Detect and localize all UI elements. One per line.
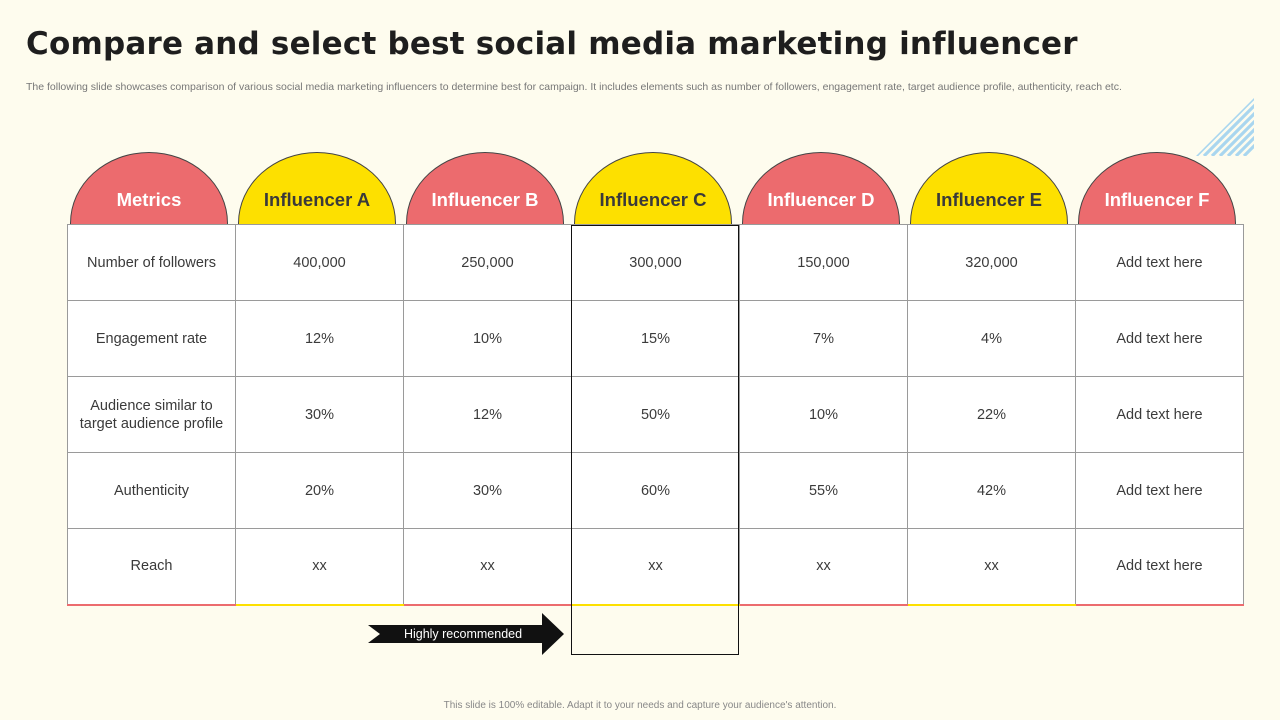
table-cell: 10% [403,300,572,377]
table-row-reach: Reach xx xx xx xx xx Add text here [67,528,1244,606]
table-cell: 10% [739,376,908,453]
slide-title: Compare and select best social media mar… [26,26,1078,62]
table-cell: 50% [571,376,740,453]
arrow-callout-shape [368,613,564,655]
table-cell: 55% [739,452,908,529]
table-cell: 30% [235,376,404,453]
table-cell: 320,000 [907,224,1076,301]
table-cell: 400,000 [235,224,404,301]
slide-subtitle: The following slide showcases comparison… [26,81,1122,93]
table-cell: 60% [571,452,740,529]
table-cell: 20% [235,452,404,529]
table-cell: 42% [907,452,1076,529]
header-influencer-d: Influencer D [742,152,900,224]
table-cell: xx [907,528,1076,606]
slide-footer: This slide is 100% editable. Adapt it to… [443,700,837,711]
metric-label: Reach [67,528,236,606]
table-cell: Add text here [1075,528,1244,606]
header-influencer-e: Influencer E [910,152,1068,224]
metric-label: Audience similar to target audience prof… [67,376,236,453]
table-row-followers: Number of followers 400,000 250,000 300,… [67,224,1244,301]
metric-label: Number of followers [67,224,236,301]
metric-label: Engagement rate [67,300,236,377]
table-cell: xx [403,528,572,606]
decorative-stripes [1196,98,1254,156]
table-cell: 4% [907,300,1076,377]
table-cell: Add text here [1075,300,1244,377]
header-influencer-c: Influencer C [574,152,732,224]
table-cell: 30% [403,452,572,529]
table-cell: 12% [403,376,572,453]
table-cell: 250,000 [403,224,572,301]
table-cell: Add text here [1075,376,1244,453]
table-cell: xx [739,528,908,606]
metric-label: Authenticity [67,452,236,529]
table-cell: 7% [739,300,908,377]
comparison-table: Number of followers 400,000 250,000 300,… [67,224,1244,606]
table-cell: 15% [571,300,740,377]
table-cell: 300,000 [571,224,740,301]
header-influencer-a: Influencer A [238,152,396,224]
table-row-audience: Audience similar to target audience prof… [67,376,1244,453]
header-metrics: Metrics [70,152,228,224]
table-header-row: Metrics Influencer A Influencer B Influe… [67,150,1243,224]
table-cell: 150,000 [739,224,908,301]
table-cell: Add text here [1075,452,1244,529]
header-influencer-b: Influencer B [406,152,564,224]
header-influencer-f: Influencer F [1078,152,1236,224]
table-cell: xx [571,528,740,606]
highly-recommended-label: Highly recommended [403,627,523,641]
table-row-engagement: Engagement rate 12% 10% 15% 7% 4% Add te… [67,300,1244,377]
table-cell: xx [235,528,404,606]
table-row-authenticity: Authenticity 20% 30% 60% 55% 42% Add tex… [67,452,1244,529]
table-cell: 12% [235,300,404,377]
table-cell: 22% [907,376,1076,453]
table-cell: Add text here [1075,224,1244,301]
